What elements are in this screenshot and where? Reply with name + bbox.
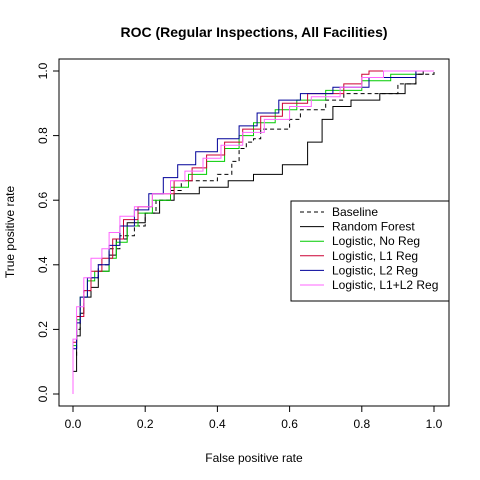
y-axis-label: True positive rate bbox=[3, 186, 17, 279]
legend-label: Logistic, L2 Reg bbox=[332, 263, 418, 277]
chart-title: ROC (Regular Inspections, All Facilities… bbox=[120, 24, 387, 40]
x-tick-label: 1.0 bbox=[426, 417, 443, 431]
y-tick-label: 0.2 bbox=[36, 321, 50, 338]
x-tick-label: 0.4 bbox=[209, 417, 226, 431]
y-axis: 0.0 0.2 0.4 0.6 0.8 1.0 bbox=[36, 62, 60, 402]
legend-label: Logistic, L1 Reg bbox=[332, 249, 418, 263]
y-tick-label: 0.6 bbox=[36, 192, 50, 209]
y-tick-label: 0.8 bbox=[36, 127, 50, 144]
series-line-logistic-l1-l2-reg bbox=[72, 70, 434, 394]
y-tick-label: 0.0 bbox=[36, 385, 50, 402]
x-axis: 0.0 0.2 0.4 0.6 0.8 1.0 bbox=[65, 405, 443, 431]
series-lines bbox=[72, 70, 435, 394]
legend-label: Baseline bbox=[332, 205, 378, 219]
y-tick-label: 1.0 bbox=[36, 62, 50, 79]
legend-label: Random Forest bbox=[332, 220, 415, 234]
x-tick-label: 0.6 bbox=[281, 417, 298, 431]
series-line-random-forest bbox=[72, 70, 434, 394]
x-axis-label: False positive rate bbox=[205, 451, 303, 465]
series-line-logistic-l2-reg bbox=[72, 70, 434, 394]
legend-label: Logistic, No Reg bbox=[332, 234, 420, 248]
x-tick-label: 0.0 bbox=[65, 417, 82, 431]
legend-box bbox=[290, 200, 450, 302]
x-tick-label: 0.8 bbox=[353, 417, 370, 431]
x-tick-label: 0.2 bbox=[137, 417, 154, 431]
y-tick-label: 0.4 bbox=[36, 256, 50, 273]
legend-label: Logistic, L1+L2 Reg bbox=[332, 278, 438, 292]
